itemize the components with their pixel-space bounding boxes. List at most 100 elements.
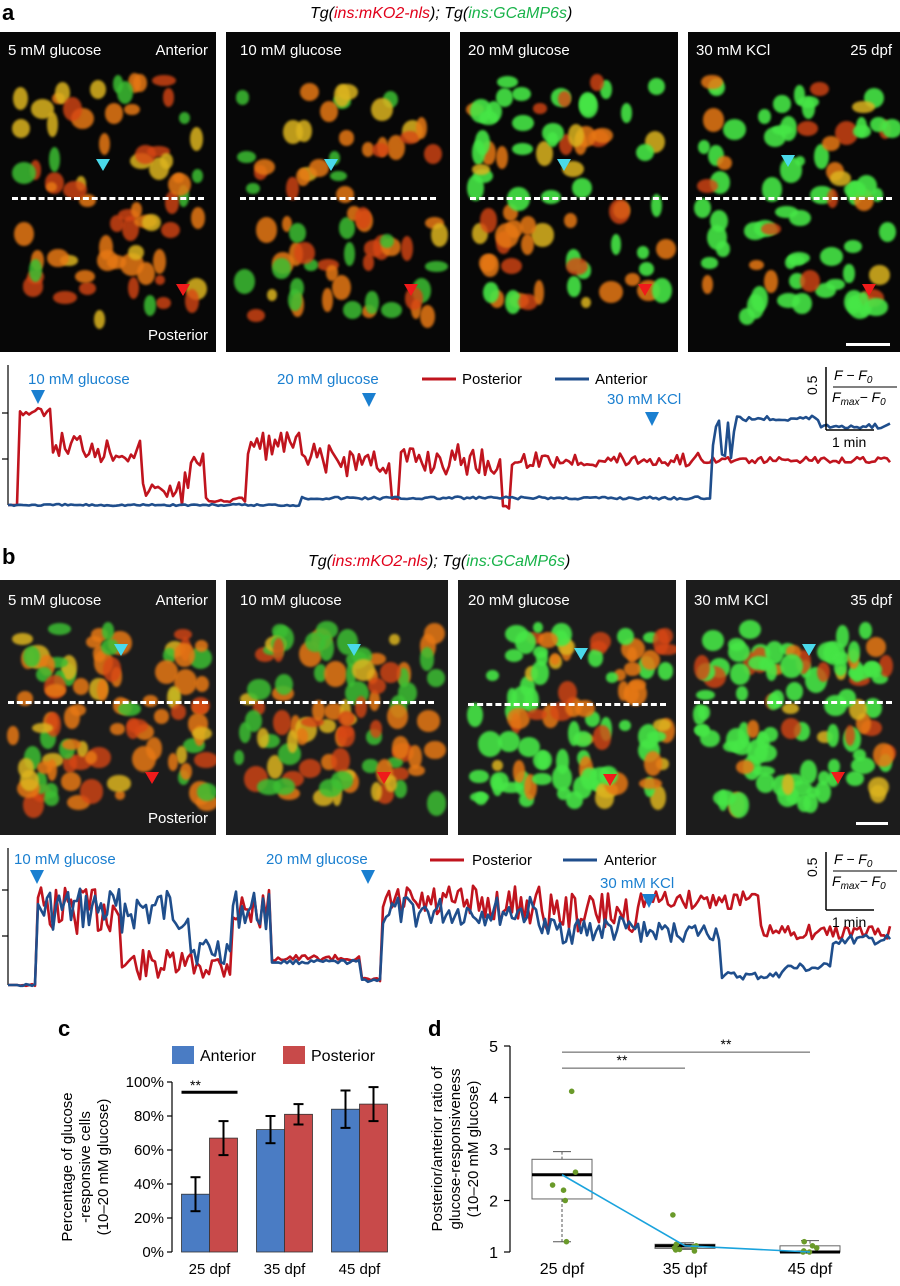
cell-blob [90, 80, 107, 99]
scale-bar [856, 822, 888, 825]
cell-blob [79, 779, 104, 804]
cell-blob [697, 139, 711, 155]
cell-blob [32, 722, 54, 734]
cell-blob [337, 727, 353, 738]
cell-blob [696, 689, 716, 701]
cell-blob [792, 292, 813, 315]
cell-blob [170, 703, 187, 720]
cell-blob [30, 98, 55, 119]
cell-blob [423, 144, 442, 165]
cell-blob [237, 150, 256, 163]
y-tick-label: 2 [489, 1194, 498, 1211]
condition-label: 30 mM KCl [694, 592, 769, 609]
cell-blob [45, 181, 58, 193]
data-point [572, 1169, 579, 1175]
cell-blob [629, 678, 647, 691]
cell-blob [192, 168, 204, 183]
cell-blob [179, 111, 191, 125]
cell-blob [495, 222, 520, 248]
cell-blob [37, 761, 53, 775]
cell-blob [117, 701, 141, 716]
cell-blob [780, 653, 803, 678]
red-arrowhead-icon [862, 284, 876, 296]
genotype-label-b: Tg(ins:mKO2-nls); Tg(ins:GCaMP6s) [308, 553, 571, 570]
cell-blob [332, 274, 351, 300]
stimulus-label: 20 mM glucose [277, 371, 379, 388]
cell-blob [869, 265, 890, 285]
cell-blob [853, 749, 867, 761]
cell-blob [345, 662, 357, 688]
cell-blob [702, 630, 725, 651]
scale-formula-numerator: F − F0 [834, 367, 873, 386]
cell-blob [826, 278, 845, 291]
region-label-anterior: Anterior [155, 42, 208, 59]
cell-blob [573, 730, 592, 748]
cell-blob [79, 281, 97, 295]
cell-blob [617, 627, 635, 646]
cell-blob [700, 257, 719, 269]
cyan-arrowhead-icon [324, 159, 338, 171]
cell-blob [178, 185, 189, 208]
cell-blob [765, 661, 777, 681]
legend-posterior: Posterior [311, 1048, 376, 1065]
data-point [568, 1088, 575, 1095]
cell-blob [43, 782, 58, 798]
cell-blob [141, 213, 161, 232]
cell-blob [533, 622, 544, 634]
cell-blob [567, 276, 581, 298]
cell-blob [324, 661, 347, 688]
red-arrowhead-icon [638, 284, 652, 296]
cell-blob [420, 305, 436, 328]
cell-blob [566, 791, 584, 809]
cell-blob [14, 221, 34, 246]
cell-blob [235, 90, 250, 106]
cell-blob [481, 254, 499, 277]
cell-blob [338, 130, 355, 146]
cell-blob [194, 752, 216, 768]
cell-blob [709, 209, 728, 233]
y-tick-label: 5 [489, 1039, 498, 1056]
red-arrowhead-icon [377, 772, 391, 784]
cell-blob [736, 685, 749, 701]
cell-blob [623, 662, 642, 676]
cell-blob [289, 223, 306, 243]
cell-blob [400, 236, 413, 262]
cell-blob [314, 663, 328, 683]
data-point [563, 1238, 570, 1245]
cell-blob [174, 643, 195, 668]
y-axis-label: -responsive cells [77, 1111, 94, 1223]
cell-blob [580, 767, 597, 791]
cell-blob [751, 286, 769, 313]
cyan-arrowhead-icon [802, 644, 816, 656]
cyan-arrowhead-icon [557, 159, 571, 171]
cell-blob [301, 717, 324, 728]
cell-blob [730, 662, 751, 685]
cell-blob [781, 774, 795, 796]
cell-blob [288, 289, 302, 311]
cell-blob [102, 657, 122, 682]
cell-blob [281, 215, 292, 233]
cell-blob [599, 280, 623, 303]
cell-blob [467, 174, 484, 201]
cell-blob [161, 221, 181, 238]
cell-blob [362, 759, 379, 773]
cell-blob [399, 131, 421, 145]
cell-blob [128, 245, 145, 260]
cell-blob [63, 180, 87, 200]
cyan-arrowhead-icon [574, 648, 588, 660]
cell-blob [506, 708, 530, 729]
cell-blob [266, 289, 277, 302]
genotype-label-a: Tg(ins:mKO2-nls); Tg(ins:GCaMP6s) [310, 5, 573, 22]
cell-blob [531, 773, 553, 785]
cell-blob [317, 258, 340, 271]
cell-blob [304, 259, 318, 271]
cell-blob [592, 725, 611, 750]
box-chart-d: 1 2 3 4 5 Posterior/anterior ratio of glucose-… [429, 1036, 841, 1278]
cell-blob [608, 198, 630, 224]
cell-blob [822, 136, 840, 152]
cell-blob [176, 745, 187, 764]
age-label: 25 dpf [850, 42, 892, 59]
cell-blob [771, 124, 793, 136]
data-point [801, 1238, 808, 1245]
cell-blob [551, 764, 572, 791]
